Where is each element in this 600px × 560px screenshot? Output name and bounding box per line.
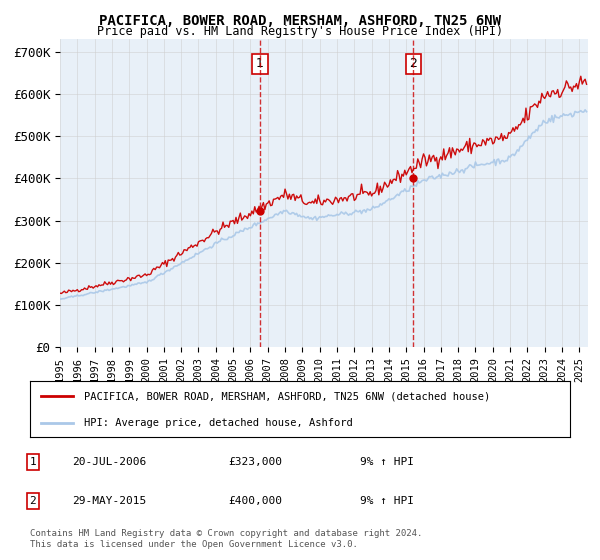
Text: HPI: Average price, detached house, Ashford: HPI: Average price, detached house, Ashf… [84,418,353,428]
Text: £400,000: £400,000 [228,496,282,506]
Text: 2: 2 [409,57,417,71]
Text: 29-MAY-2015: 29-MAY-2015 [72,496,146,506]
Text: 1: 1 [29,457,37,467]
Text: 9% ↑ HPI: 9% ↑ HPI [360,496,414,506]
Text: Contains HM Land Registry data © Crown copyright and database right 2024.
This d: Contains HM Land Registry data © Crown c… [30,529,422,549]
Text: PACIFICA, BOWER ROAD, MERSHAM, ASHFORD, TN25 6NW: PACIFICA, BOWER ROAD, MERSHAM, ASHFORD, … [99,14,501,28]
Text: 1: 1 [256,57,264,71]
Text: 2: 2 [29,496,37,506]
Text: PACIFICA, BOWER ROAD, MERSHAM, ASHFORD, TN25 6NW (detached house): PACIFICA, BOWER ROAD, MERSHAM, ASHFORD, … [84,391,490,402]
Text: 20-JUL-2006: 20-JUL-2006 [72,457,146,467]
Text: Price paid vs. HM Land Registry's House Price Index (HPI): Price paid vs. HM Land Registry's House … [97,25,503,38]
Text: £323,000: £323,000 [228,457,282,467]
Text: 9% ↑ HPI: 9% ↑ HPI [360,457,414,467]
